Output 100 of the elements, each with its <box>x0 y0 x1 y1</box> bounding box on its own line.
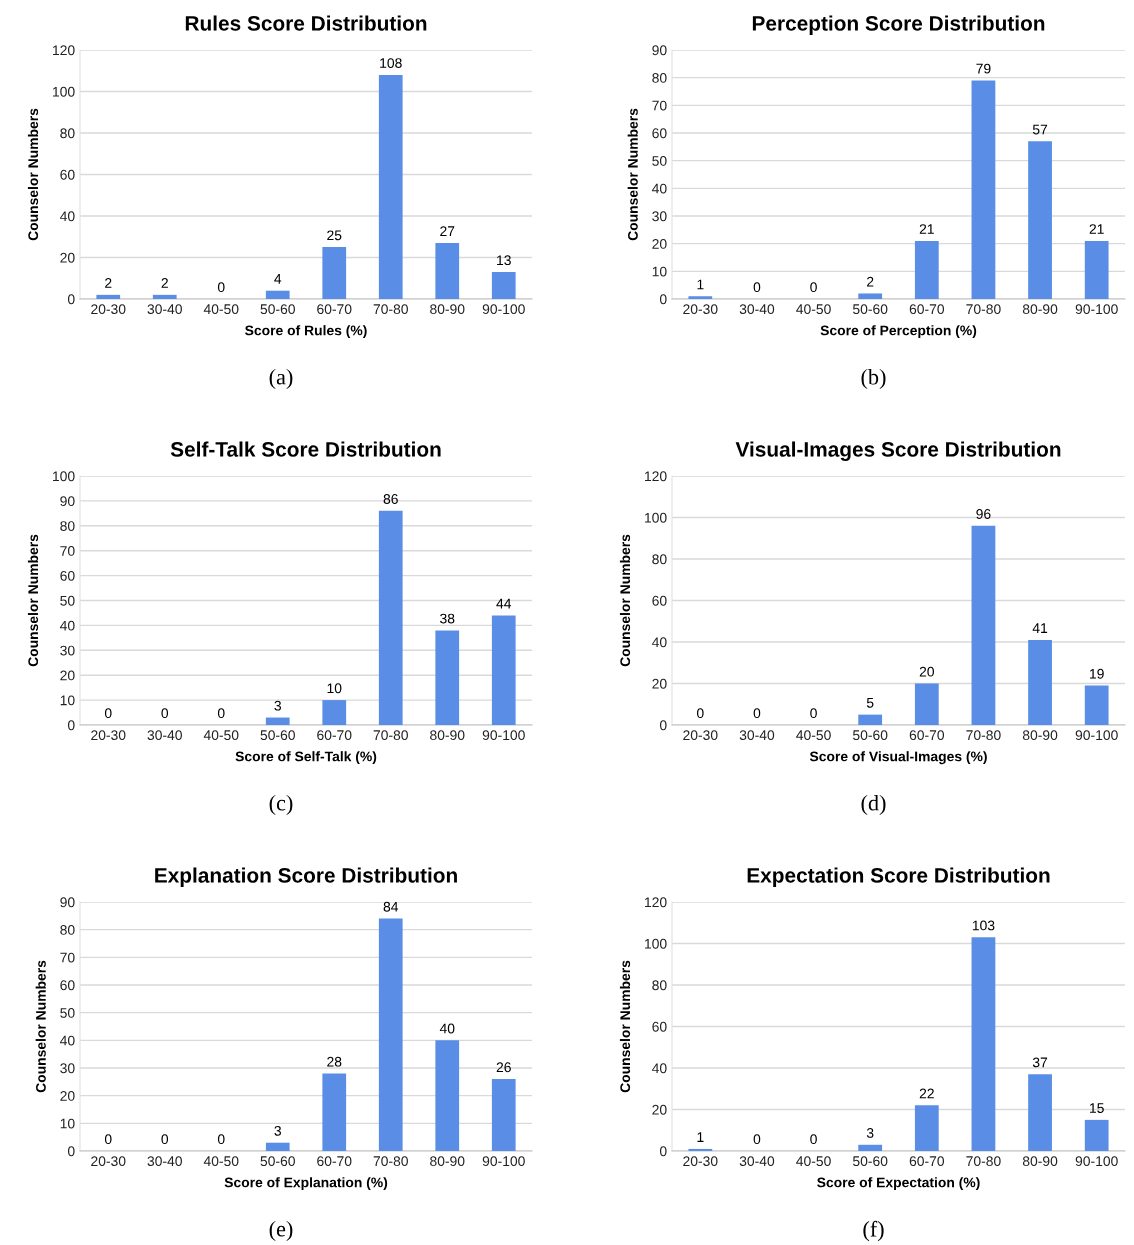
y-tick-label: 80 <box>652 980 667 991</box>
data-label: 10 <box>327 683 342 694</box>
y-tick-label: 20 <box>60 1091 75 1101</box>
bar <box>1084 240 1109 299</box>
y-tick-label: 20 <box>60 252 75 263</box>
data-label: 0 <box>217 282 225 293</box>
y-tick-label: 0 <box>67 1146 75 1157</box>
chart-title: Self-Talk Score Distribution <box>170 441 441 457</box>
x-tick-label: 30-40 <box>147 1156 182 1167</box>
y-tick-label: 70 <box>60 952 75 963</box>
data-label: 3 <box>866 1128 874 1138</box>
bar <box>1028 141 1052 299</box>
bar <box>1028 639 1052 725</box>
chart-title: Visual-Images Score Distribution <box>735 441 1061 461</box>
bar <box>491 1079 516 1151</box>
chart-title: Rules Score Distribution <box>185 15 427 31</box>
y-tick-label: 0 <box>659 294 667 305</box>
bar <box>435 630 460 725</box>
y-tick-label: 70 <box>652 100 667 111</box>
text: (d) <box>861 794 886 816</box>
bar <box>96 294 121 299</box>
x-tick-label: 40-50 <box>796 1156 831 1167</box>
y-tick-label: 80 <box>652 554 667 565</box>
data-label: 0 <box>161 708 169 719</box>
data-label: 1 <box>697 279 704 290</box>
x-axis-title: Score of Self-Talk (%) <box>235 751 377 765</box>
chart-title: Explanation Score Distribution <box>155 867 457 887</box>
bar <box>378 74 403 299</box>
y-tick-label: 50 <box>60 1008 75 1018</box>
x-tick-label: 80-90 <box>430 730 465 741</box>
x-tick-label: 70-80 <box>966 730 1001 741</box>
data-label: 26 <box>496 1062 511 1073</box>
data-label: 103 <box>972 920 995 931</box>
bar <box>914 1105 939 1151</box>
y-tick-label: 40 <box>652 1063 667 1074</box>
data-label: 40 <box>439 1023 455 1034</box>
data-label: 0 <box>810 708 817 719</box>
y-tick-label: 0 <box>659 1146 667 1157</box>
bar <box>1084 685 1109 725</box>
bar <box>265 290 290 299</box>
y-tick-label: 20 <box>652 1104 667 1115</box>
bar <box>491 272 516 299</box>
y-tick-label: 10 <box>60 695 75 706</box>
data-label: 3 <box>274 700 281 711</box>
data-label: 57 <box>1032 124 1048 135</box>
x-tick-label: 40-50 <box>796 304 831 315</box>
y-axis-title: Counselor Numbers <box>627 108 638 241</box>
x-tick-label: 50-60 <box>852 1156 888 1167</box>
y-tick-label: 60 <box>652 128 667 139</box>
x-tick-label: 80-90 <box>1022 730 1058 741</box>
bar <box>688 1148 713 1151</box>
x-tick-label: 30-40 <box>147 730 182 741</box>
x-tick-label: 40-50 <box>203 1156 239 1167</box>
data-label: 27 <box>440 226 455 236</box>
bar <box>914 240 939 299</box>
data-label: 0 <box>810 282 817 293</box>
y-tick-label: 90 <box>652 45 667 56</box>
y-tick-label: 60 <box>60 169 75 180</box>
data-label: 5 <box>866 698 874 708</box>
x-tick-label: 20-30 <box>91 1156 126 1167</box>
y-tick-label: 30 <box>652 211 667 222</box>
x-tick-label: 60-70 <box>317 730 352 741</box>
y-axis-title: Counselor Numbers <box>35 960 46 1093</box>
data-label: 0 <box>810 1134 817 1145</box>
y-tick-label: 40 <box>60 620 75 631</box>
data-label: 96 <box>976 509 991 519</box>
data-label: 38 <box>440 613 455 624</box>
x-tick-label: 20-30 <box>683 1156 718 1167</box>
x-tick-label: 80-90 <box>1022 304 1058 315</box>
x-tick-label: 30-40 <box>147 304 182 315</box>
x-tick-label: 50-60 <box>852 304 888 315</box>
data-label: 28 <box>327 1056 342 1067</box>
data-label: 0 <box>217 708 225 719</box>
x-tick-label: 40-50 <box>796 730 831 741</box>
x-axis-title: Score of Rules (%) <box>245 325 367 339</box>
y-tick-label: 120 <box>645 897 667 908</box>
data-label: 0 <box>104 708 112 719</box>
x-tick-label: 20-30 <box>683 730 718 741</box>
x-tick-label: 90-100 <box>482 304 525 315</box>
text: (a) <box>269 368 293 390</box>
bar <box>1028 1074 1052 1151</box>
y-tick-label: 80 <box>60 521 75 531</box>
y-tick-label: 90 <box>60 897 75 908</box>
y-tick-label: 30 <box>60 1063 75 1074</box>
text: (e) <box>269 1220 293 1242</box>
y-tick-label: 40 <box>652 183 667 194</box>
y-tick-label: 100 <box>53 471 75 482</box>
data-label: 21 <box>919 224 934 234</box>
data-label: 25 <box>327 230 342 241</box>
y-axis-title: Counselor Numbers <box>619 534 631 667</box>
x-tick-label: 50-60 <box>260 1156 295 1167</box>
data-label: 19 <box>1090 668 1104 679</box>
x-tick-label: 60-70 <box>317 1156 352 1167</box>
data-label: 44 <box>496 598 512 609</box>
x-tick-label: 20-30 <box>91 304 126 315</box>
bar <box>914 683 939 725</box>
y-tick-label: 80 <box>60 925 75 935</box>
data-label: 0 <box>753 282 761 293</box>
y-tick-label: 10 <box>652 266 667 277</box>
data-label: 0 <box>753 708 761 719</box>
